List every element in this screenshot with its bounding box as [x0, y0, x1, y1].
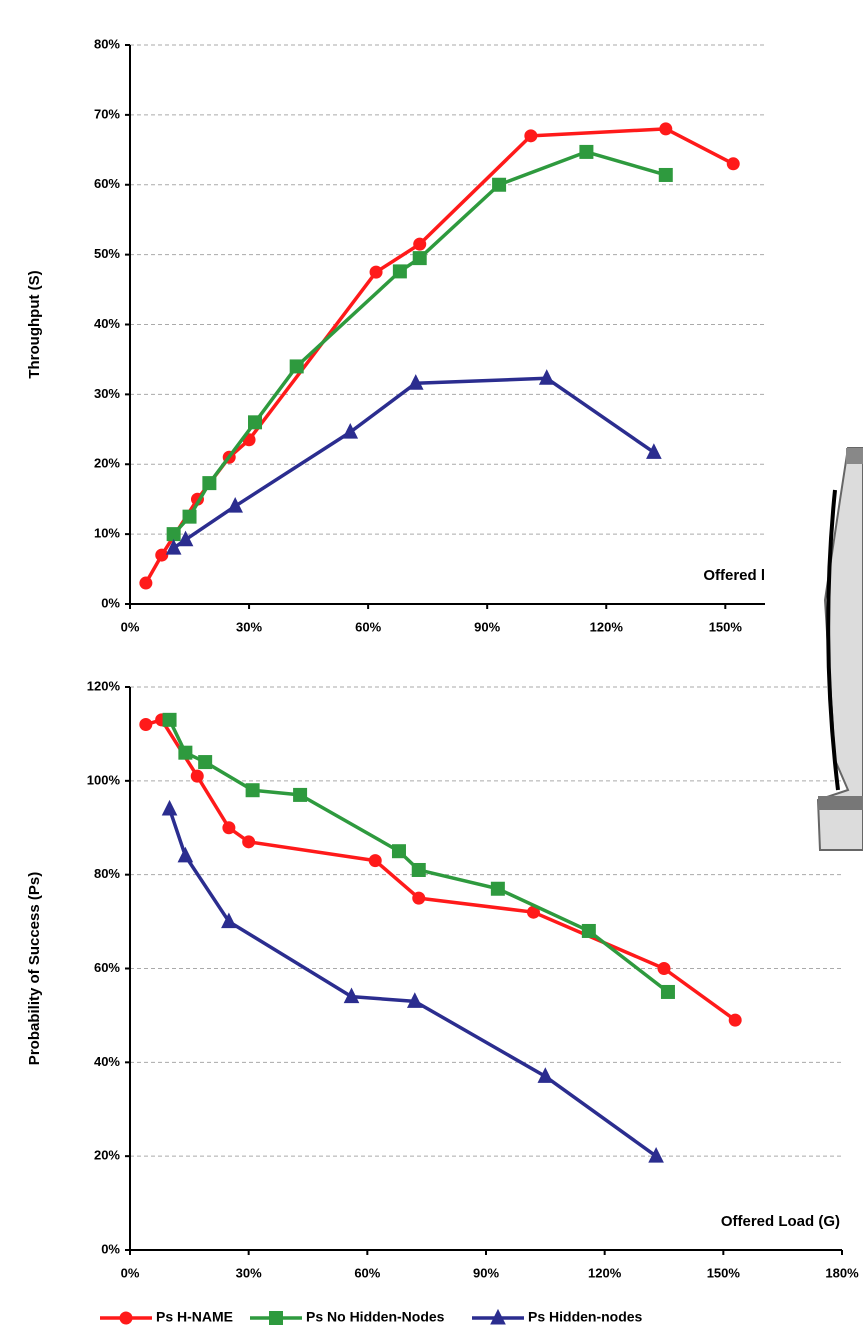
marker — [647, 444, 661, 458]
x-tick-label: 0% — [121, 1265, 140, 1280]
y-tick-label: 60% — [94, 176, 120, 191]
legend-marker — [270, 1312, 283, 1325]
decor-image — [818, 448, 863, 850]
y-tick-label: 50% — [94, 246, 120, 261]
marker — [491, 882, 504, 895]
marker — [290, 360, 303, 373]
x-tick-label: 30% — [236, 619, 262, 634]
marker — [659, 168, 672, 181]
y-tick-label: 0% — [101, 595, 120, 610]
marker — [167, 528, 180, 541]
marker — [199, 756, 212, 769]
marker — [140, 577, 152, 589]
x-tick-label: 0% — [121, 619, 140, 634]
marker — [414, 238, 426, 250]
marker — [370, 266, 382, 278]
x-tick-label: 120% — [588, 1265, 622, 1280]
x-tick-label: 90% — [474, 619, 500, 634]
y-axis-label: Probability of Success (Ps) — [26, 872, 43, 1065]
marker — [163, 801, 177, 815]
marker — [582, 924, 595, 937]
legend-label: Ps No Hidden-Nodes — [306, 1309, 445, 1325]
marker — [369, 855, 381, 867]
marker — [203, 477, 216, 490]
y-tick-label: 20% — [94, 1148, 120, 1163]
marker — [727, 158, 739, 170]
marker — [183, 510, 196, 523]
x-axis-label: Offered l — [703, 567, 765, 584]
marker — [661, 985, 674, 998]
y-tick-label: 100% — [87, 772, 121, 787]
y-axis-label: Throughput (S) — [26, 270, 43, 378]
x-tick-label: 150% — [709, 619, 743, 634]
marker — [525, 130, 537, 142]
marker — [412, 863, 425, 876]
marker — [140, 719, 152, 731]
marker — [191, 770, 203, 782]
x-tick-label: 60% — [355, 619, 381, 634]
x-axis-label: Offered Load (G) — [721, 1213, 840, 1230]
line — [174, 152, 666, 534]
legend-label: Ps H-NAME — [156, 1309, 233, 1325]
marker — [246, 784, 259, 797]
marker — [392, 845, 405, 858]
chart: 0% 10% 20% 30% 40% 50% 60% 70% 80% 0% 30% 60% 90% 120… — [0, 0, 863, 1329]
marker — [649, 1148, 663, 1162]
legend-marker — [120, 1312, 132, 1324]
y-tick-label: 120% — [87, 678, 121, 693]
y-tick-label: 80% — [94, 866, 120, 881]
line — [170, 809, 657, 1156]
y-tick-label: 70% — [94, 106, 120, 121]
x-tick-label: 150% — [707, 1265, 741, 1280]
y-tick-label: 0% — [101, 1241, 120, 1256]
legend-label: Ps Hidden-nodes — [528, 1309, 643, 1325]
y-tick-label: 80% — [94, 36, 120, 51]
y-tick-label: 30% — [94, 386, 120, 401]
marker — [178, 848, 192, 862]
marker — [660, 123, 672, 135]
marker — [393, 265, 406, 278]
marker — [658, 963, 670, 975]
marker — [493, 178, 506, 191]
x-tick-label: 30% — [236, 1265, 262, 1280]
marker — [243, 836, 255, 848]
marker — [249, 416, 262, 429]
marker — [223, 822, 235, 834]
marker — [580, 145, 593, 158]
marker — [343, 424, 357, 438]
marker — [413, 892, 425, 904]
y-tick-label: 40% — [94, 316, 120, 331]
y-tick-label: 60% — [94, 960, 120, 975]
y-tick-label: 20% — [94, 456, 120, 471]
x-tick-label: 60% — [354, 1265, 380, 1280]
y-tick-label: 40% — [94, 1054, 120, 1069]
marker — [413, 252, 426, 265]
y-tick-label: 10% — [94, 526, 120, 541]
x-tick-label: 180% — [825, 1265, 859, 1280]
marker — [228, 498, 242, 512]
line — [174, 378, 654, 548]
marker — [179, 746, 192, 759]
marker — [163, 713, 176, 726]
x-tick-label: 120% — [590, 619, 624, 634]
marker — [729, 1014, 741, 1026]
marker — [156, 549, 168, 561]
marker — [294, 788, 307, 801]
line — [170, 720, 668, 992]
x-tick-label: 90% — [473, 1265, 499, 1280]
line — [146, 129, 733, 583]
